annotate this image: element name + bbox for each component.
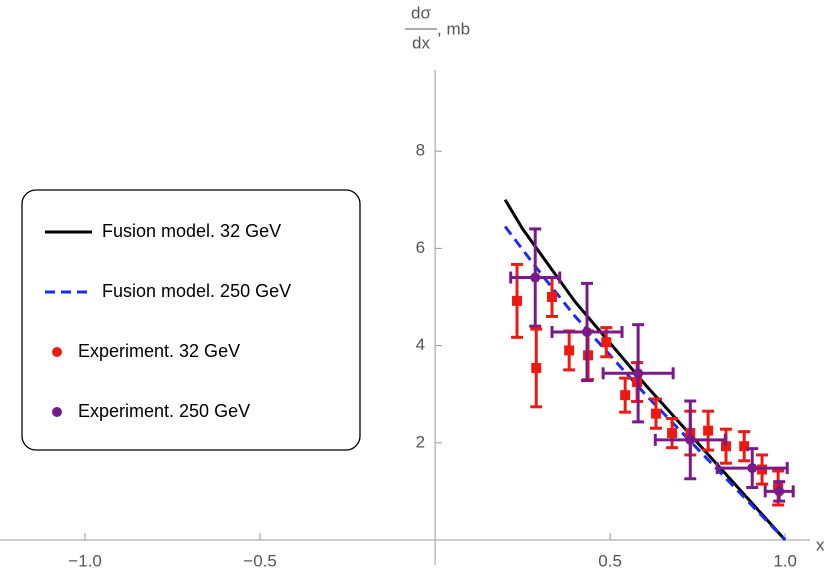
legend-label: Experiment. 32 GeV xyxy=(78,341,240,361)
y-label-denominator: dx xyxy=(412,33,430,52)
point xyxy=(620,390,631,401)
point xyxy=(582,326,593,337)
legend-box xyxy=(21,189,361,451)
point xyxy=(601,337,612,348)
y-tick-label: 6 xyxy=(416,238,425,257)
point xyxy=(667,428,678,439)
point xyxy=(547,291,558,302)
point xyxy=(633,368,644,379)
y-label-unit: , mb xyxy=(437,19,470,38)
y-tick-label: 4 xyxy=(416,335,425,354)
x-label: x xyxy=(816,535,825,554)
model-line xyxy=(503,225,787,542)
y-tick-label: 8 xyxy=(416,141,425,160)
point xyxy=(531,362,542,373)
point xyxy=(530,272,541,283)
point xyxy=(720,441,731,452)
point xyxy=(564,345,575,356)
point xyxy=(739,441,750,452)
point xyxy=(774,486,785,497)
point xyxy=(747,463,758,474)
point xyxy=(685,434,696,445)
legend-swatch xyxy=(52,347,62,357)
x-tick-label: −1.0 xyxy=(68,551,102,570)
x-tick-label: −0.5 xyxy=(243,551,277,570)
point xyxy=(703,425,714,436)
x-tick-label: 0.5 xyxy=(598,551,622,570)
legend-label: Fusion model. 250 GeV xyxy=(102,281,291,301)
y-tick-label: 2 xyxy=(416,432,425,451)
legend-label: Experiment. 250 GeV xyxy=(78,401,250,421)
point xyxy=(512,295,523,306)
x-tick-label: 1.0 xyxy=(773,551,797,570)
legend-swatch xyxy=(52,407,62,417)
model-line xyxy=(503,199,787,542)
y-label-numerator: dσ xyxy=(411,3,431,22)
point xyxy=(650,408,661,419)
legend-label: Fusion model. 32 GeV xyxy=(102,221,281,241)
